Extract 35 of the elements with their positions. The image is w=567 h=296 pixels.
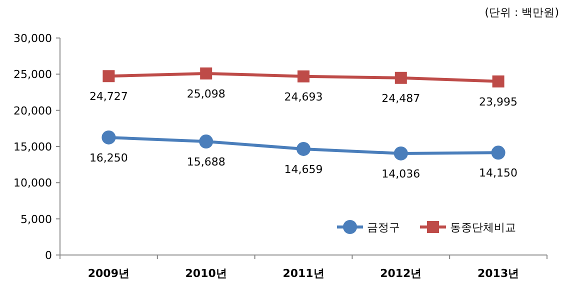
legend-label: 동종단체비교 bbox=[450, 221, 516, 234]
x-tick-label: 2012년 bbox=[380, 267, 422, 280]
data-label: 14,659 bbox=[284, 162, 323, 176]
y-tick-label: 5,000 bbox=[20, 212, 52, 226]
y-tick-label: 10,000 bbox=[14, 176, 52, 190]
x-tick-label: 2009년 bbox=[88, 267, 130, 280]
point bbox=[298, 70, 310, 82]
data-label: 24,487 bbox=[382, 92, 420, 105]
y-tick-label: 0 bbox=[45, 249, 52, 262]
y-tick-label: 30,000 bbox=[14, 32, 52, 45]
point bbox=[199, 134, 214, 149]
data-label: 23,995 bbox=[479, 95, 518, 108]
y-tick-label: 25,000 bbox=[14, 68, 52, 82]
y-tick-label: 15,000 bbox=[14, 140, 52, 154]
point bbox=[394, 146, 408, 160]
text: (단위 : 백만원) bbox=[484, 6, 559, 19]
legend-label: 금정구 bbox=[367, 221, 400, 234]
point bbox=[102, 70, 115, 82]
point bbox=[296, 142, 310, 156]
point bbox=[394, 72, 407, 84]
data-label: 24,727 bbox=[89, 90, 128, 104]
data-label: 25,098 bbox=[186, 87, 226, 100]
data-label: 16,250 bbox=[89, 151, 128, 164]
x-tick-label: 2013년 bbox=[477, 267, 520, 280]
point bbox=[200, 67, 212, 80]
point bbox=[492, 75, 504, 88]
y-tick-label: 20,000 bbox=[14, 104, 52, 118]
data-label: 14,150 bbox=[479, 166, 518, 180]
x-tick-label: 2010년 bbox=[185, 267, 227, 280]
point bbox=[102, 130, 116, 144]
data-label: 24,693 bbox=[284, 90, 323, 104]
data-label: 15,688 bbox=[186, 156, 226, 169]
x-tick-label: 2011년 bbox=[282, 267, 324, 280]
point bbox=[491, 146, 506, 160]
data-label: 14,036 bbox=[382, 167, 420, 180]
